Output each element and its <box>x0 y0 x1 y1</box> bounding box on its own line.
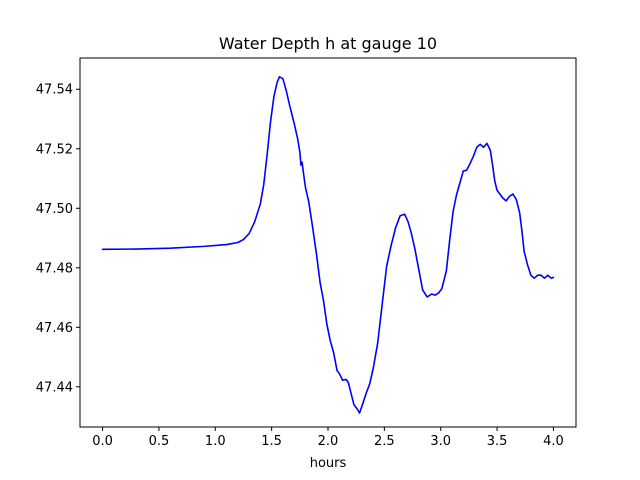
x-axis: 0.0 0.5 1.0 1.5 2.0 2.5 3.0 3.5 4.0 <box>92 427 564 449</box>
y-axis: 47.44 47.46 47.48 47.50 47.52 47.54 <box>36 83 80 395</box>
x-tick-label: 3.0 <box>430 434 451 449</box>
y-tick-label: 47.54 <box>36 83 73 98</box>
y-tick-label: 47.44 <box>36 380 73 395</box>
chart-title: Water Depth h at gauge 10 <box>219 34 437 53</box>
x-tick-label: 4.0 <box>543 434 564 449</box>
x-tick-label: 2.5 <box>374 434 395 449</box>
x-tick-label: 1.0 <box>205 434 226 449</box>
x-axis-label: hours <box>310 456 347 471</box>
x-tick-label: 2.0 <box>318 434 339 449</box>
series-line-0 <box>101 75 555 414</box>
x-tick-label: 0.0 <box>92 434 113 449</box>
x-tick-label: 3.5 <box>487 434 508 449</box>
y-tick-label: 47.50 <box>36 202 73 217</box>
x-tick-label: 1.5 <box>261 434 282 449</box>
x-tick-label: 0.5 <box>149 434 170 449</box>
y-tick-label: 47.48 <box>36 261 73 276</box>
y-tick-label: 47.52 <box>36 142 73 157</box>
y-tick-label: 47.46 <box>36 321 73 336</box>
